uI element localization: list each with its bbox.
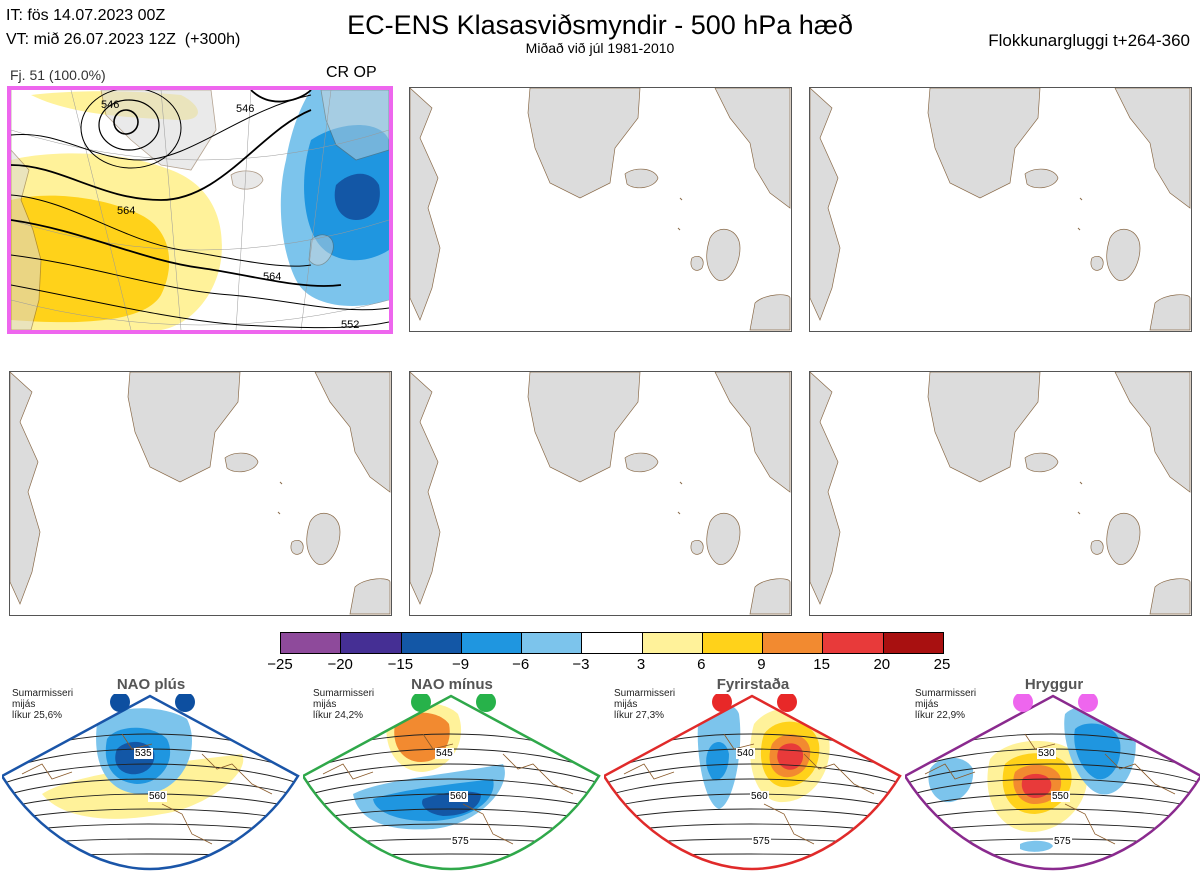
regime-contour-label: 575 [752, 836, 771, 847]
cluster-map-panel-empty[interactable] [9, 371, 392, 616]
colorbar-swatch [763, 633, 824, 653]
regime-contour-label: 575 [1053, 836, 1072, 847]
regime-contour-label: 550 [1051, 791, 1070, 802]
basemap [810, 372, 1191, 615]
regime-contour-label: 560 [750, 791, 769, 802]
colorbar-tick-label: −3 [572, 656, 590, 673]
colorbar-swatch [642, 633, 703, 653]
basemap [810, 88, 1191, 331]
regime-name: Fyrirstaða [716, 676, 790, 693]
colorbar-tick-label: −9 [451, 656, 470, 673]
contour-label: 546 [101, 99, 119, 111]
colorbar-swatch [702, 633, 764, 653]
regime-probability: líkur 27,3% [614, 710, 665, 721]
regime-name: Hryggur [1024, 676, 1084, 693]
regime-panel[interactable]: Fyrirstaða Sumarmisseri mijás líkur 27,3% 5… [604, 676, 902, 871]
colorbar-swatch [281, 633, 342, 653]
colorbar-tick-label: 15 [813, 656, 830, 673]
cluster-map-panel-empty[interactable] [809, 371, 1192, 616]
colorbar-tick-label: −20 [327, 656, 353, 673]
colorbar-tick-label: −15 [387, 656, 414, 673]
regime-panel[interactable]: Hryggur Sumarmisseri mijás líkur 22,9% 530 5… [905, 676, 1200, 871]
contour-label: 552 [341, 319, 359, 330]
colorbar-swatch [461, 633, 523, 653]
colorbar-swatch [401, 633, 462, 653]
regime-season: Sumarmisseri [915, 688, 977, 699]
valid-time: VT: mið 26.07.2023 12Z (+300h) [6, 31, 241, 48]
colorbar-swatch [883, 633, 943, 653]
cluster-map-panel[interactable]: 546 564 564 546 552 [7, 86, 393, 334]
regime-contour-label: 540 [736, 748, 755, 759]
regime-season-sub: mijás [915, 699, 939, 710]
regime-probability: líkur 24,2% [313, 710, 364, 721]
cluster-map-panel-empty[interactable] [809, 87, 1192, 332]
regime-contour-label: 530 [1037, 748, 1056, 759]
colorbar [280, 632, 944, 654]
regime-map [2, 694, 300, 871]
regime-season-sub: mijás [12, 699, 36, 710]
cluster-map-panel-empty[interactable] [409, 87, 792, 332]
colorbar-tick-label: 3 [636, 656, 646, 673]
colorbar-swatch [522, 633, 583, 653]
cluster-label: CR OP [326, 64, 377, 81]
contour-label: 564 [263, 271, 281, 283]
regime-season-sub: mijás [614, 699, 638, 710]
colorbar-tick-label: 9 [757, 656, 766, 673]
regime-season: Sumarmisseri [313, 688, 375, 699]
regime-contour-label: 545 [435, 748, 454, 759]
regime-probability: líkur 25,6% [12, 710, 63, 721]
regime-contour-label: 560 [449, 791, 468, 802]
member-count: Fj. 51 (100.0%) [10, 67, 106, 83]
regime-season-sub: mijás [313, 699, 337, 710]
colorbar-swatch [341, 633, 402, 653]
basemap [410, 88, 791, 331]
regime-season: Sumarmisseri [12, 688, 74, 699]
classification-window: Flokkunargluggi t+264-360 [988, 31, 1190, 50]
regime-season: Sumarmisseri [614, 688, 676, 699]
colorbar-tick-label: −25 [267, 656, 293, 673]
regime-name: NAO mínus [411, 676, 493, 693]
cluster-map: 546 564 564 546 552 [11, 90, 389, 330]
colorbar-tick-label: 25 [933, 656, 951, 673]
colorbar-tick-label: 6 [697, 656, 706, 673]
colorbar-ticks: −25 −20 −15 −9 −6 −3 3 6 9 15 20 25 [260, 656, 962, 676]
basemap [410, 372, 791, 615]
colorbar-swatch [582, 633, 643, 653]
regime-contour-label: 560 [148, 791, 167, 802]
colorbar-tick-label: −6 [512, 656, 530, 673]
contour-label: 564 [117, 205, 135, 217]
contour-label: 546 [236, 103, 254, 115]
regime-contour-label: 535 [134, 748, 153, 759]
init-time: IT: fös 14.07.2023 00Z [6, 7, 166, 24]
colorbar-swatch [823, 633, 884, 653]
page-subtitle: Miðað við júl 1981-2010 [525, 40, 675, 56]
regime-panel[interactable]: NAO plús Sumarmisseri mijás líkur 25,6% 535… [2, 676, 300, 871]
regime-panel[interactable]: NAO mínus Sumarmisseri mijás líkur 24,2% 54… [303, 676, 601, 871]
cluster-map-panel-empty[interactable] [409, 371, 792, 616]
basemap [10, 372, 391, 615]
regime-name: NAO plús [116, 676, 186, 693]
regime-contour-label: 575 [451, 836, 470, 847]
regime-probability: líkur 22,9% [915, 710, 966, 721]
page-title: EC-ENS Klasasviðsmyndir - 500 hPa hæð [347, 10, 853, 40]
colorbar-tick-label: 20 [873, 656, 891, 673]
